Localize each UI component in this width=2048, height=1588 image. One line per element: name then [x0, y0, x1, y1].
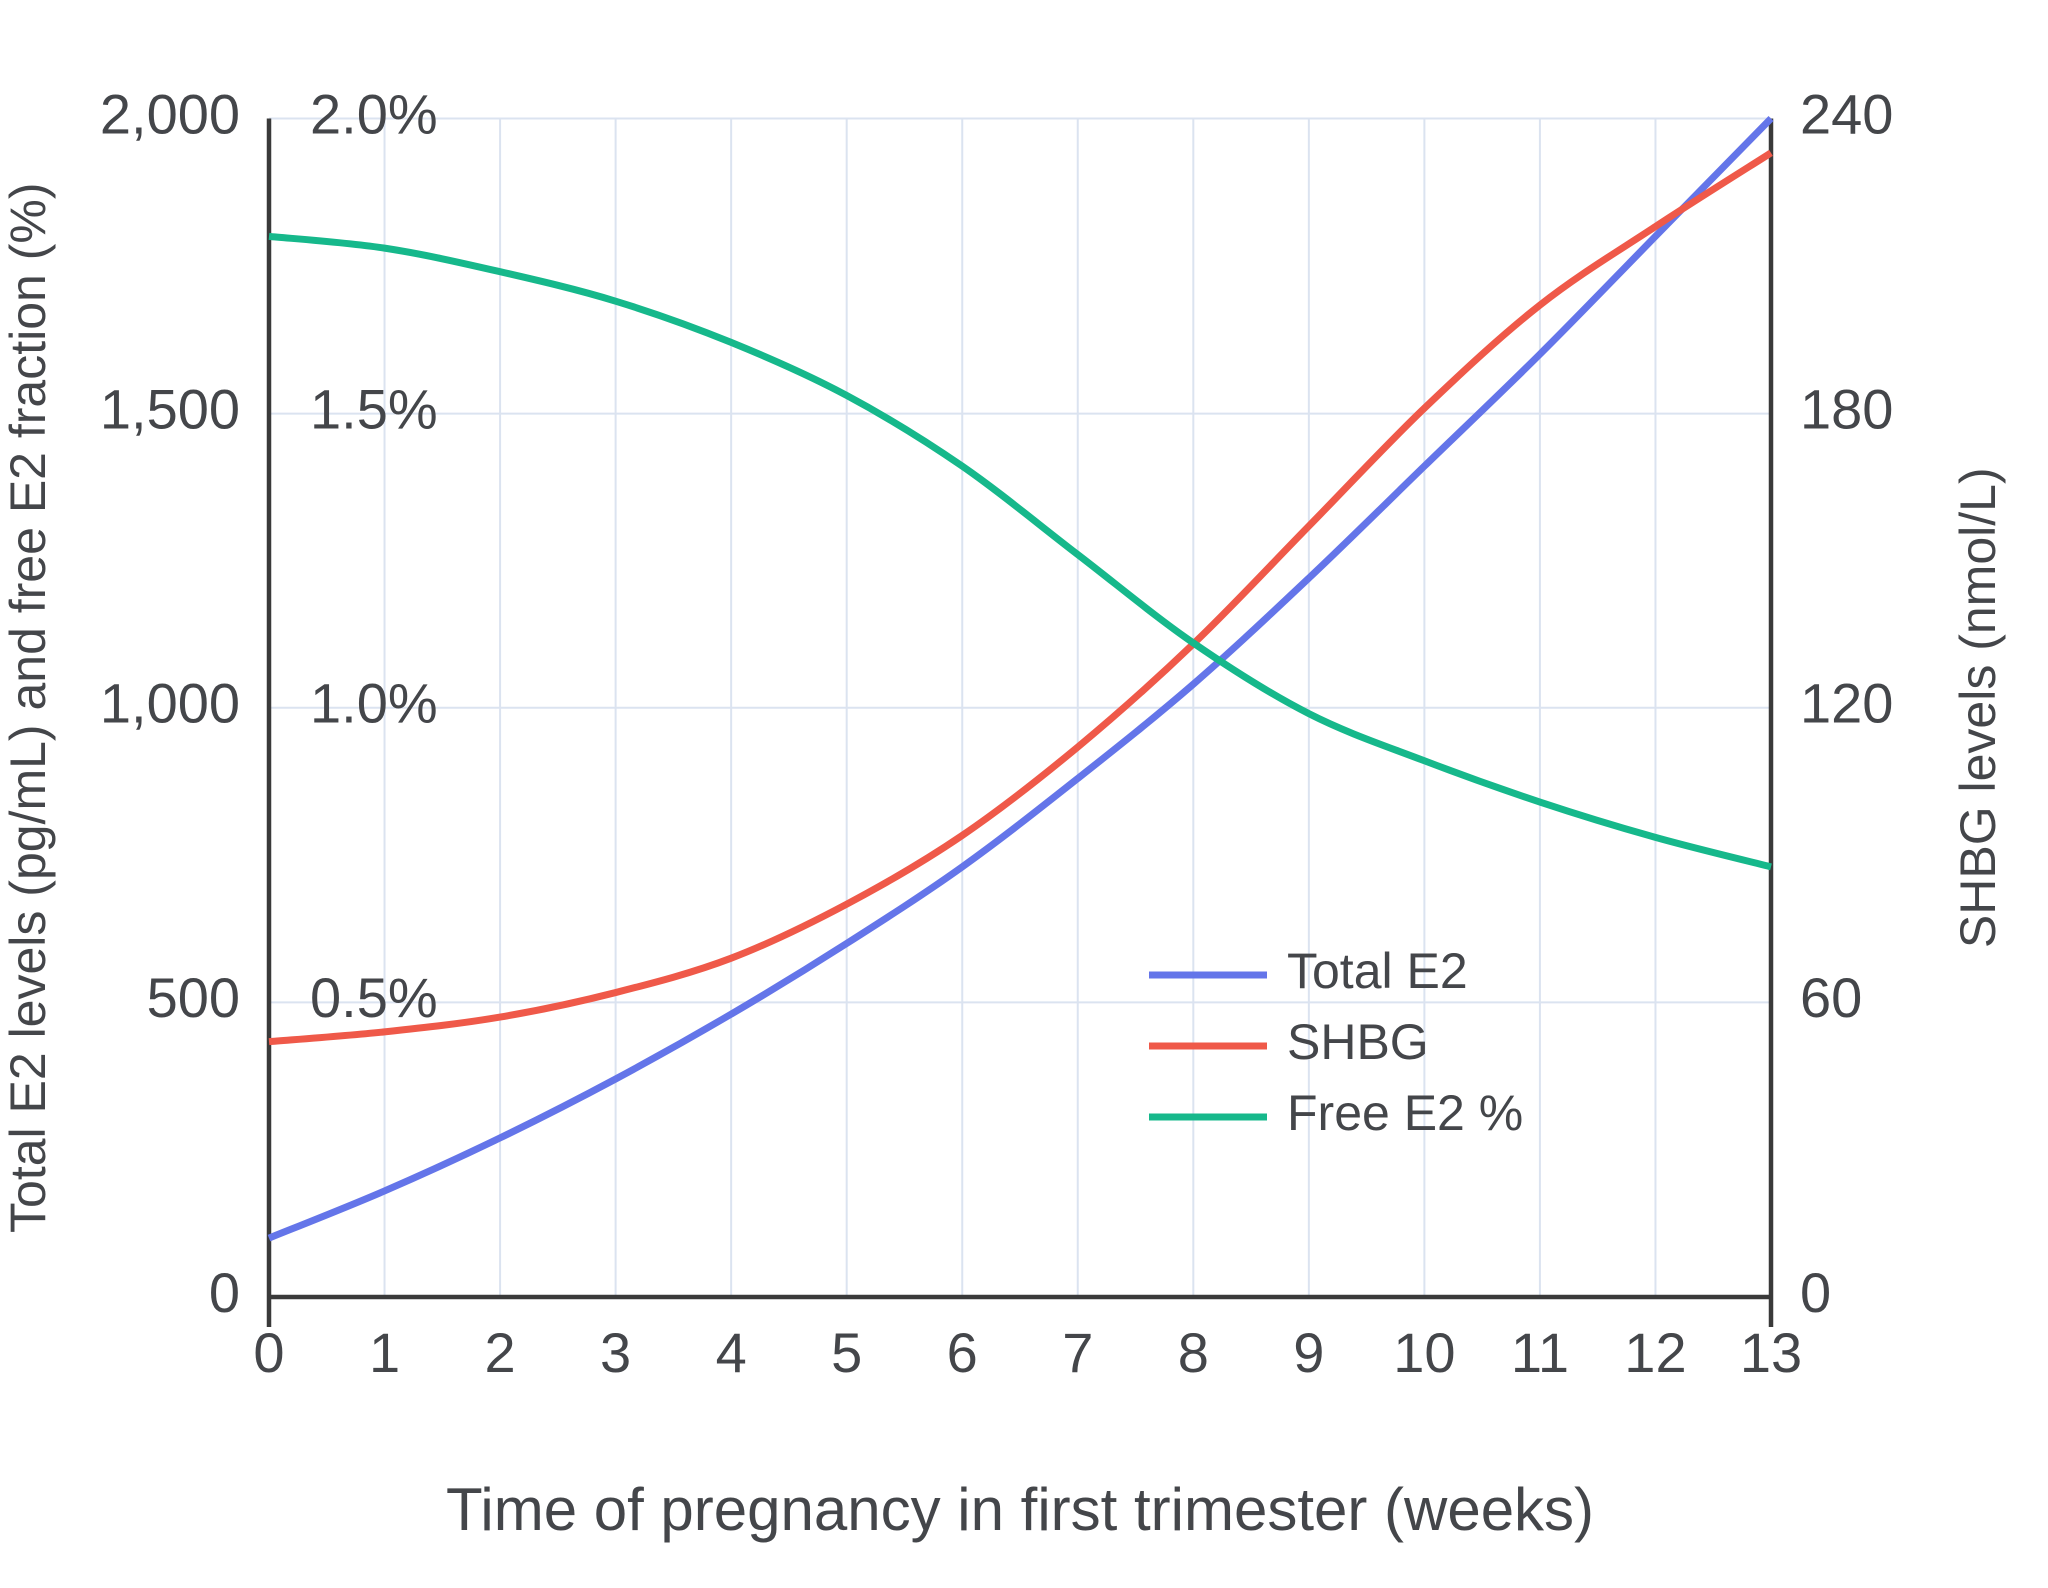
svg-text:0.5%: 0.5% [310, 966, 438, 1029]
svg-text:0: 0 [1800, 1261, 1831, 1324]
svg-text:1.0%: 1.0% [310, 672, 438, 735]
svg-text:1,500: 1,500 [100, 377, 240, 440]
svg-text:1,000: 1,000 [100, 672, 240, 735]
svg-text:6: 6 [947, 1321, 978, 1384]
svg-text:120: 120 [1800, 672, 1893, 735]
svg-text:7: 7 [1062, 1321, 1093, 1384]
svg-text:11: 11 [1511, 1321, 1569, 1384]
svg-text:SHBG: SHBG [1287, 1014, 1429, 1070]
svg-text:3: 3 [600, 1321, 631, 1384]
svg-text:12: 12 [1624, 1321, 1686, 1384]
svg-text:2.0%: 2.0% [310, 82, 438, 145]
svg-text:10: 10 [1393, 1321, 1455, 1384]
svg-text:SHBG levels (nmol/L): SHBG levels (nmol/L) [1950, 467, 2006, 948]
svg-text:2: 2 [485, 1321, 516, 1384]
svg-text:Free E2 %: Free E2 % [1287, 1085, 1523, 1141]
svg-text:60: 60 [1800, 966, 1862, 1029]
svg-text:500: 500 [147, 966, 240, 1029]
svg-text:0: 0 [209, 1261, 240, 1324]
svg-text:Total E2 levels (pg/mL) and fr: Total E2 levels (pg/mL) and free E2 frac… [0, 183, 56, 1233]
svg-text:1.5%: 1.5% [310, 377, 438, 440]
svg-text:13: 13 [1740, 1321, 1802, 1384]
svg-text:2,000: 2,000 [100, 82, 240, 145]
svg-text:5: 5 [831, 1321, 862, 1384]
svg-text:1: 1 [369, 1321, 400, 1384]
svg-text:Total E2: Total E2 [1287, 943, 1468, 999]
svg-text:180: 180 [1800, 377, 1893, 440]
svg-text:9: 9 [1293, 1321, 1324, 1384]
svg-text:4: 4 [716, 1321, 747, 1384]
svg-text:8: 8 [1178, 1321, 1209, 1384]
svg-text:0: 0 [253, 1321, 284, 1384]
svg-text:Time of pregnancy in first tri: Time of pregnancy in first trimester (we… [446, 1476, 1594, 1543]
svg-text:240: 240 [1800, 82, 1893, 145]
